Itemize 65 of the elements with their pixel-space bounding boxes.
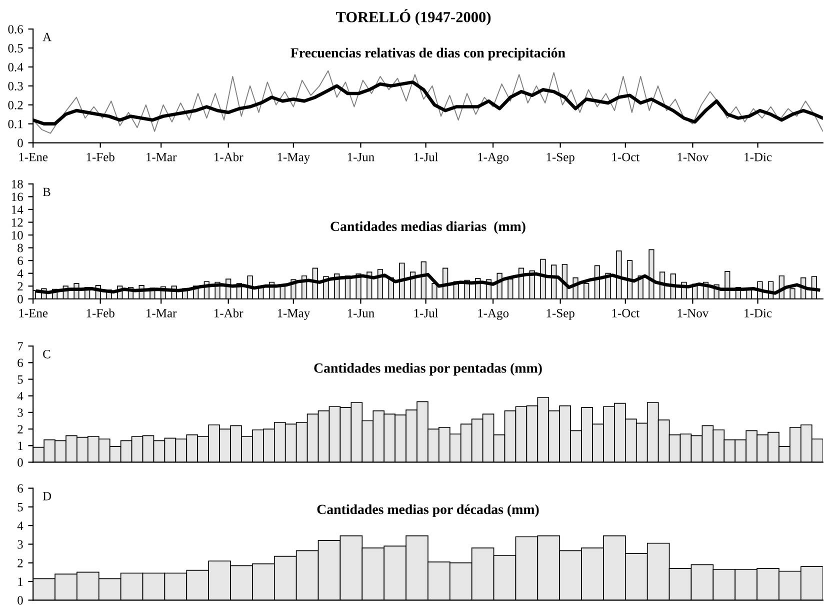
y-tick-label: 6: [18, 484, 23, 493]
text: Cantidades medias diarias (mm): [330, 221, 526, 234]
y-tick-label: 4: [17, 522, 24, 530]
y-tick-label: 2: [18, 282, 23, 290]
y-tick-label: 1: [18, 578, 23, 586]
x-tick-label: 1-Dic: [744, 308, 772, 318]
y-tick-label: 12: [12, 218, 23, 227]
y-tick-label: 1: [18, 442, 23, 450]
y-tick-label: 0.6: [8, 25, 23, 34]
annotation: B: [42, 188, 50, 196]
y-tick-label: 5: [18, 375, 23, 384]
y-tick-label: 3: [18, 540, 23, 549]
y-tick-label: 10: [12, 231, 23, 240]
x-tick-label: 1-Feb: [86, 152, 114, 162]
y-tick-label: 0: [18, 458, 23, 467]
annotation: C: [43, 350, 50, 358]
y-tick-label: 16: [12, 192, 23, 202]
x-tick-label: 1-Abr: [214, 308, 244, 318]
x-tick-label: 1-Jul: [414, 152, 438, 162]
y-tick-label: 6: [18, 256, 23, 266]
y-tick-label: 0.4: [8, 62, 24, 72]
chart-title: TORELLÓ (1947-2000): [336, 9, 491, 26]
y-tick-label: 0.1: [8, 120, 23, 128]
x-tick-label: 1-Abr: [214, 152, 244, 162]
x-tick-label: 1-Oct: [612, 308, 640, 318]
x-tick-label: 1-Ene: [19, 152, 48, 162]
y-tick-label: 0: [18, 596, 23, 605]
x-tick-label: 1-Dic: [744, 152, 772, 162]
text: Frecuencias relativas de dias con precipitación: [290, 48, 566, 60]
y-tick-label: 14: [12, 206, 24, 214]
text: Cantidades medias por pentadas (mm): [314, 362, 542, 376]
text: Cantidades medias por décadas (mm): [317, 504, 539, 517]
y-tick-label: 0: [18, 138, 23, 148]
x-tick-label: 1-Oct: [612, 152, 640, 162]
x-tick-label: 1-Mar: [146, 309, 177, 318]
x-tick-label: 1-Sep: [546, 152, 574, 164]
annotation: D: [42, 492, 52, 500]
x-tick-label: 1-Sep: [546, 308, 574, 320]
x-tick-label: 1-Jun: [348, 152, 374, 162]
x-tick-label: 1-Mar: [146, 152, 177, 162]
x-tick-label: 1-Nov: [678, 152, 709, 162]
y-tick-label: 8: [18, 244, 23, 252]
y-tick-label: 5: [18, 503, 23, 512]
x-tick-label: 1-May: [278, 308, 310, 320]
y-tick-label: 0.2: [8, 100, 23, 110]
y-tick-label: 0: [18, 294, 23, 304]
y-tick-label: 2: [18, 425, 23, 434]
x-tick-label: 1-Nov: [678, 309, 709, 318]
x-tick-label: 1-Jul: [414, 308, 438, 318]
x-tick-label: 1-Ago: [478, 308, 509, 320]
x-tick-label: 1-Jun: [348, 309, 374, 318]
x-tick-label: 1-Feb: [86, 308, 114, 318]
y-tick-label: 6: [18, 358, 23, 368]
y-tick-label: 3: [18, 408, 23, 417]
x-tick-label: 1-Ene: [19, 309, 48, 318]
y-tick-label: 4: [17, 392, 24, 400]
annotation: A: [42, 32, 52, 42]
x-tick-label: 1-Ago: [478, 152, 509, 164]
y-tick-label: 0.3: [8, 82, 23, 90]
y-tick-label: 2: [18, 558, 23, 568]
y-tick-label: 7: [18, 342, 23, 350]
y-tick-label: 18: [12, 180, 23, 188]
y-tick-label: 4: [17, 269, 24, 278]
y-tick-label: 0.5: [8, 44, 23, 53]
x-tick-label: 1-May: [278, 152, 310, 164]
